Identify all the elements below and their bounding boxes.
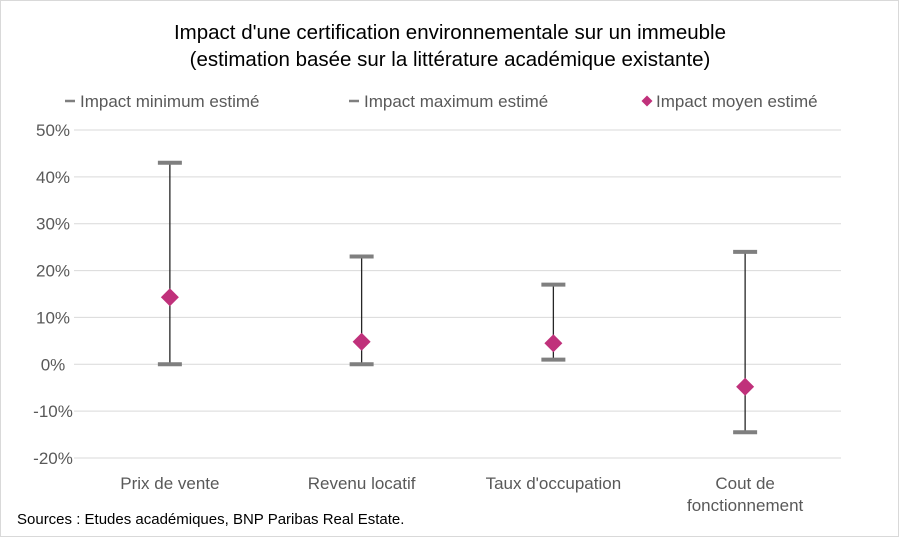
category-label-1: Revenu locatif (308, 474, 416, 493)
legend-label-0: Impact minimum estimé (80, 92, 259, 111)
category-label-0: Prix de vente (120, 474, 219, 493)
y-tick-label-3: 10% (36, 308, 70, 327)
mean-marker-0 (160, 288, 179, 307)
y-tick-label-6: 40% (36, 168, 70, 187)
y-axis-ticks: -20% -10% 0% 10% 20% 30% 40% 50% (33, 121, 73, 468)
legend-label-1: Impact maximum estimé (364, 92, 548, 111)
category-label-line-1-0: Revenu locatif (308, 474, 416, 493)
y-tick-label-0: -20% (33, 449, 73, 468)
category-label-line-2-0: Taux d'occupation (486, 474, 622, 493)
category-label-3: Cout de fonctionnement (687, 474, 804, 515)
error-bars (157, 160, 758, 435)
category-label-line-0-0: Prix de vente (120, 474, 219, 493)
y-tick-label-5: 30% (36, 215, 70, 234)
y-tick-label-2: 0% (41, 355, 66, 374)
category-label-line-3-1: fonctionnement (687, 496, 804, 515)
mean-marker-3 (736, 377, 755, 396)
category-label-2: Taux d'occupation (486, 474, 622, 493)
y-tick-label-4: 20% (36, 262, 70, 281)
mean-marker-1 (352, 332, 371, 351)
legend-swatch-2 (641, 95, 653, 107)
chart-subtitle: (estimation basée sur la littérature aca… (190, 48, 711, 71)
legend-label-2: Impact moyen estimé (656, 92, 818, 111)
x-axis-categories: Prix de vente Revenu locatif Taux d'occupa… (120, 474, 803, 515)
category-label-line-3-0: Cout de (715, 474, 775, 493)
gridlines (74, 129, 841, 459)
source-note: Sources : Etudes académiques, BNP Pariba… (17, 511, 404, 528)
y-tick-label-7: 50% (36, 121, 70, 140)
y-tick-label-1: -10% (33, 402, 73, 421)
legend: Impact minimum estimé Impact maximum esti… (65, 92, 818, 111)
chart-title: Impact d'une certification environnement… (174, 21, 726, 44)
mean-marker-2 (544, 334, 563, 353)
